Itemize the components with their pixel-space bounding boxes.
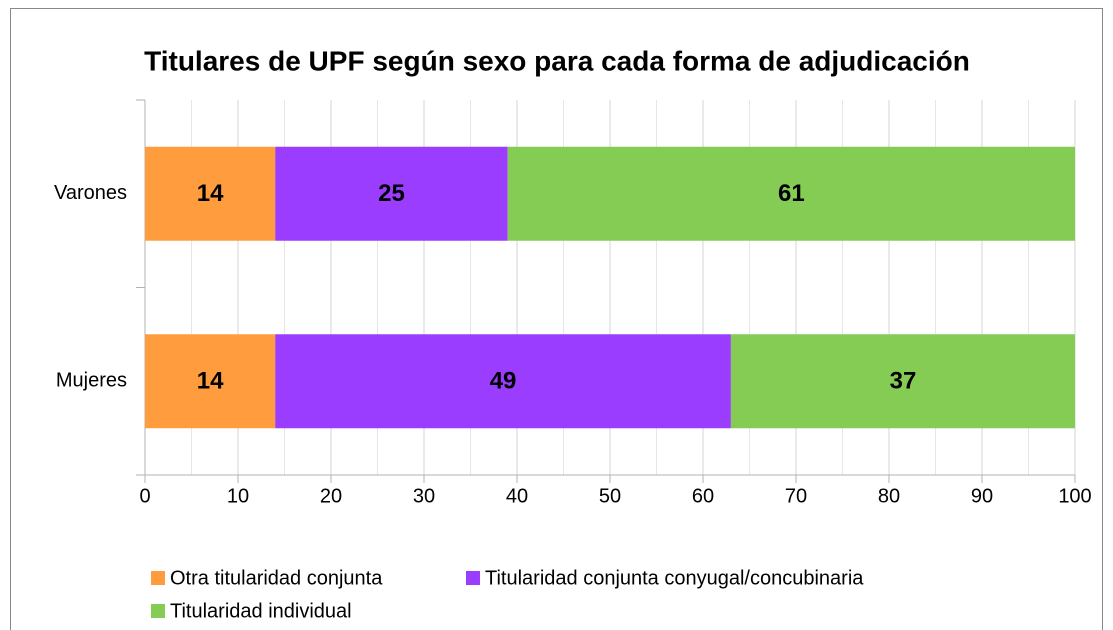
x-tick-label: 100 <box>1058 485 1091 507</box>
data-label: 14 <box>197 180 224 207</box>
y-tick-label: Mujeres <box>56 370 127 392</box>
bar-segment <box>145 334 276 429</box>
data-label: 49 <box>490 368 517 395</box>
y-tick-label: Varones <box>54 182 127 204</box>
data-label: 25 <box>378 180 405 207</box>
data-label: 37 <box>890 368 917 395</box>
x-tick-label: 0 <box>139 485 150 507</box>
data-label: 61 <box>778 180 805 207</box>
x-tick-label: 90 <box>971 485 993 507</box>
bar-segment <box>275 146 508 241</box>
data-label: 14 <box>197 368 224 395</box>
x-tick-label: 30 <box>413 485 435 507</box>
legend-swatch <box>151 571 165 585</box>
legend-swatch <box>466 571 480 585</box>
x-tick-label: 10 <box>227 485 249 507</box>
x-tick-label: 80 <box>878 485 900 507</box>
legend-label: Otra titularidad conjunta <box>170 567 383 589</box>
x-tick-label: 60 <box>692 485 714 507</box>
x-tick-label: 50 <box>599 485 621 507</box>
x-tick-label: 20 <box>320 485 342 507</box>
chart-frame <box>10 8 1103 630</box>
x-tick-label: 40 <box>506 485 528 507</box>
chart-title: Titulares de UPF según sexo para cada fo… <box>144 45 970 76</box>
bar-segment <box>507 146 1075 241</box>
bar-segment <box>275 334 731 429</box>
legend-label: Titularidad conjunta conyugal/concubinar… <box>485 567 864 589</box>
legend-label: Titularidad individual <box>170 600 352 622</box>
x-tick-label: 70 <box>785 485 807 507</box>
bar-segment <box>730 334 1075 429</box>
bar-segment <box>145 146 276 241</box>
legend-swatch <box>151 604 165 618</box>
